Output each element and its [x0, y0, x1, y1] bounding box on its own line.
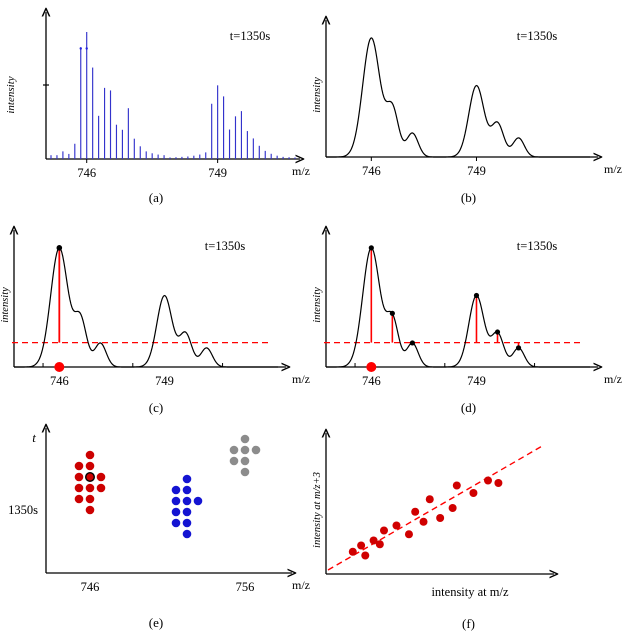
svg-text:m/z: m/z [292, 578, 310, 592]
svg-text:756: 756 [236, 580, 255, 594]
svg-text:749: 749 [208, 166, 227, 180]
svg-text:t=1350s: t=1350s [517, 239, 558, 253]
svg-text:intensity at m/z+3: intensity at m/z+3 [312, 472, 323, 548]
svg-text:746: 746 [362, 374, 381, 388]
svg-text:m/z: m/z [292, 372, 310, 386]
svg-text:t=1350s: t=1350s [230, 29, 271, 43]
svg-text:intensity: intensity [312, 77, 323, 113]
svg-text:intensity: intensity [0, 287, 11, 323]
svg-text:m/z: m/z [604, 162, 622, 176]
svg-text:intensity at m/z: intensity at m/z [431, 585, 509, 599]
svg-text:746: 746 [81, 580, 100, 594]
svg-text:t=1350s: t=1350s [205, 239, 246, 253]
svg-text:746: 746 [77, 166, 96, 180]
svg-text:749: 749 [155, 374, 174, 388]
svg-text:t: t [32, 430, 36, 445]
svg-text:intensity: intensity [312, 287, 323, 323]
svg-text:749: 749 [467, 374, 486, 388]
svg-text:t=1350s: t=1350s [517, 29, 558, 43]
svg-text:m/z: m/z [604, 372, 622, 386]
svg-text:m/z: m/z [292, 164, 310, 178]
svg-text:746: 746 [362, 164, 381, 178]
svg-text:1350s: 1350s [8, 503, 38, 517]
svg-text:749: 749 [467, 164, 486, 178]
svg-text:intensity: intensity [5, 76, 17, 113]
svg-text:746: 746 [50, 374, 69, 388]
